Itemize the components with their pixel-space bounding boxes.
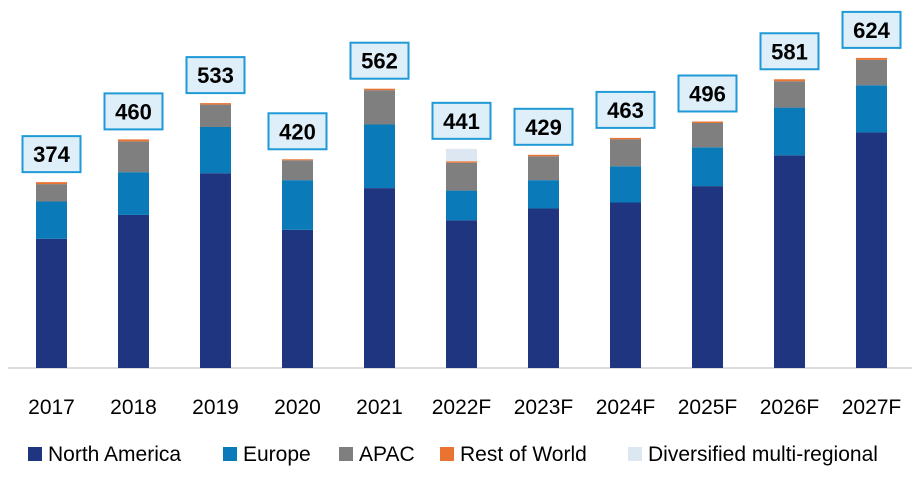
x-tick-label: 2022F — [432, 396, 492, 419]
total-data-label: 562 — [361, 49, 398, 74]
bar-segment-rest-of-world-2026f — [774, 79, 805, 82]
bar-segment-apac-2018 — [118, 141, 149, 173]
bar-segment-apac-2020 — [282, 160, 313, 181]
total-data-label: 624 — [853, 18, 890, 43]
bar-segment-rest-of-world-2021 — [364, 88, 395, 91]
x-tick-label: 2021 — [356, 396, 403, 419]
bar-segment-north-america-2026f — [774, 155, 805, 368]
bar-segment-europe-2024f — [610, 166, 641, 203]
total-label-box — [677, 74, 738, 113]
bar-segment-rest-of-world-2022f — [446, 161, 477, 163]
bar-segment-apac-2017 — [36, 184, 67, 202]
bar-segment-apac-2025f — [692, 122, 723, 148]
bar-segment-rest-of-world-2027f — [856, 57, 887, 60]
x-tick-label: 2020 — [274, 396, 321, 419]
x-tick-label: 2017 — [28, 396, 75, 419]
x-tick-label: 2027F — [842, 396, 902, 419]
legend-label: North America — [48, 443, 181, 466]
bar-segment-north-america-2018 — [118, 214, 149, 368]
x-tick-label: 2019 — [192, 396, 239, 419]
total-label-box — [267, 112, 328, 151]
legend-swatch — [440, 447, 454, 461]
bar-segment-europe-2020 — [282, 180, 313, 230]
bar-segment-europe-2019 — [200, 126, 231, 174]
total-label-box — [185, 56, 246, 95]
bar-segment-europe-2026f — [774, 107, 805, 156]
bar-segment-north-america-2019 — [200, 173, 231, 368]
x-tick-label: 2026F — [760, 396, 820, 419]
bar-segment-north-america-2022f — [446, 220, 477, 368]
x-tick-label: 2023F — [514, 396, 574, 419]
bar-segment-diversified-multi-regional-2022f — [446, 148, 477, 162]
bar-segment-north-america-2017 — [36, 238, 67, 368]
bar-segment-rest-of-world-2017 — [36, 182, 67, 185]
bar-segment-europe-2021 — [364, 124, 395, 189]
total-label-box — [513, 107, 574, 146]
total-data-label: 460 — [115, 99, 152, 124]
total-label-box — [103, 92, 164, 131]
total-label-box — [21, 135, 82, 174]
legend-label: Rest of World — [460, 443, 587, 466]
total-label-box — [595, 90, 656, 129]
bar-segment-europe-2025f — [692, 147, 723, 187]
bar-segment-rest-of-world-2020 — [282, 159, 313, 161]
legend-swatch — [628, 447, 642, 461]
bar-segment-north-america-2021 — [364, 188, 395, 368]
total-data-label: 533 — [197, 63, 234, 88]
bar-segment-apac-2027f — [856, 59, 887, 86]
bar-segment-europe-2022f — [446, 190, 477, 221]
bar-segment-europe-2017 — [36, 201, 67, 239]
legend-swatch — [28, 447, 42, 461]
bar-segment-north-america-2020 — [282, 229, 313, 368]
legend-label: Diversified multi-regional — [648, 443, 878, 466]
total-label-box — [431, 101, 492, 140]
bar-segment-rest-of-world-2024f — [610, 137, 641, 140]
legend-label: APAC — [359, 443, 415, 466]
total-label-box — [841, 10, 902, 49]
legend-swatch — [223, 447, 237, 461]
x-tick-label: 2024F — [596, 396, 656, 419]
total-data-label: 420 — [279, 119, 316, 144]
total-data-label: 429 — [525, 115, 562, 140]
bar-segment-north-america-2023f — [528, 208, 559, 368]
bar-segment-apac-2023f — [528, 156, 559, 181]
bar-segment-north-america-2024f — [610, 202, 641, 368]
bar-segment-rest-of-world-2025f — [692, 121, 723, 123]
total-data-label: 441 — [443, 109, 480, 134]
total-label-box — [759, 32, 820, 71]
bar-segment-apac-2019 — [200, 104, 231, 127]
bar-segment-europe-2018 — [118, 172, 149, 215]
bar-segment-north-america-2025f — [692, 186, 723, 368]
bar-segment-apac-2026f — [774, 81, 805, 108]
bar-segment-apac-2022f — [446, 162, 477, 191]
total-data-label: 374 — [33, 142, 70, 167]
bar-segment-rest-of-world-2018 — [118, 139, 149, 142]
total-label-box — [349, 41, 410, 80]
bar-segment-europe-2027f — [856, 85, 887, 133]
bar-segment-apac-2024f — [610, 139, 641, 167]
total-data-label: 463 — [607, 98, 644, 123]
x-tick-label: 2018 — [110, 396, 157, 419]
bar-segment-rest-of-world-2019 — [200, 103, 231, 105]
bar-segment-rest-of-world-2023f — [528, 154, 559, 157]
total-data-label: 496 — [689, 82, 726, 107]
x-tick-label: 2025F — [678, 396, 738, 419]
bar-segment-europe-2023f — [528, 180, 559, 209]
total-data-label: 581 — [771, 39, 808, 64]
bar-segment-north-america-2027f — [856, 132, 887, 368]
bar-segment-apac-2021 — [364, 90, 395, 125]
legend-swatch — [339, 447, 353, 461]
legend-label: Europe — [243, 443, 311, 466]
